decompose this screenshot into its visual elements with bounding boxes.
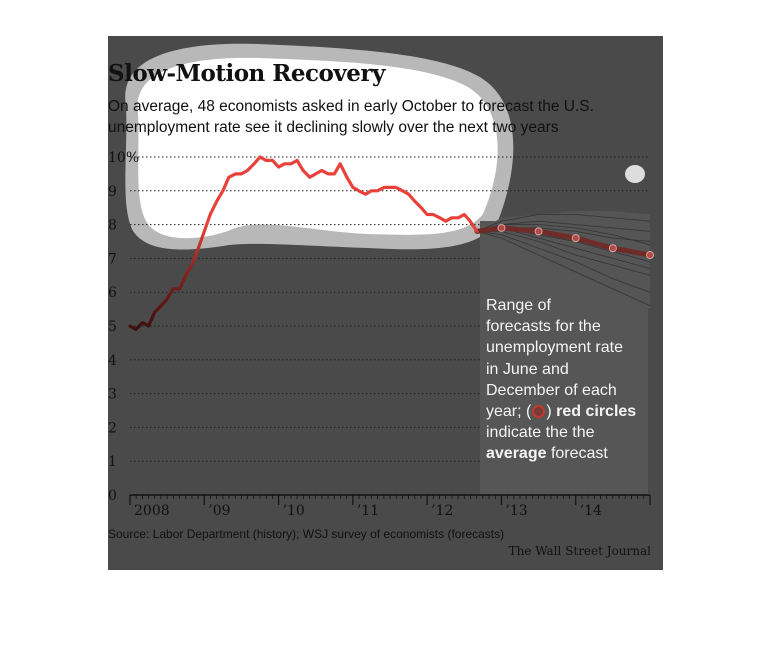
x-tick-label: ’09	[208, 503, 230, 519]
x-tick-label: ’10	[283, 503, 305, 519]
x-axis	[129, 494, 651, 505]
annotation-line: unemployment rate	[486, 339, 623, 357]
annotation-line: forecasts for the	[486, 318, 601, 336]
forecast-layer	[474, 211, 654, 310]
y-tick-label: 5	[108, 319, 117, 335]
y-tick-label: 2	[108, 420, 117, 436]
source-note: Source: Labor Department (history); WSJ …	[108, 527, 505, 541]
x-tick-label: 2008	[134, 503, 170, 519]
y-tick-label: 6	[108, 285, 117, 301]
average-forecast-point	[571, 234, 580, 243]
annotation-text: year;	[486, 403, 522, 421]
average-forecast-line	[474, 225, 653, 258]
history-layer	[128, 155, 479, 331]
y-tick-label: 8	[108, 218, 117, 234]
chart-title: Slow-Motion Recovery	[108, 60, 385, 87]
highlight-dot	[625, 165, 645, 183]
annotation-line: indicate the the	[486, 424, 595, 442]
red-circle-icon	[532, 405, 546, 419]
credit-line: The Wall Street Journal	[508, 544, 651, 558]
forecast-annotation: Range of forecasts for the unemployment …	[486, 295, 656, 465]
subtitle-line-2: unemployment rate see it declining slowl…	[108, 119, 559, 136]
forecast-line	[476, 214, 651, 232]
average-forecast-point	[534, 227, 543, 236]
chart-figure: 0 1 2 3 4 5 6 7 8 9 10% 2008 ’09 ’10 ’11 ’12 ’13 ’14 Slo…	[108, 36, 663, 570]
y-tick-label: 4	[108, 353, 117, 369]
annotation-line: average forecast	[486, 443, 656, 464]
annotation-line: in June and	[486, 360, 569, 378]
history-line	[128, 155, 479, 331]
chart-subtitle: On average, 48 economists asked in early…	[108, 96, 658, 138]
y-tick-label: 10%	[108, 150, 139, 166]
y-axis-ticks: 0 1 2 3 4 5 6 7 8 9 10%	[108, 150, 139, 504]
annotation-bold: red circles	[556, 403, 637, 421]
annotation-bold: average	[486, 445, 547, 463]
annotation-line: December of each	[486, 381, 617, 399]
forecast-range-band	[476, 211, 650, 310]
y-tick-label: 9	[108, 184, 117, 200]
chart-svg: 0 1 2 3 4 5 6 7 8 9 10% 2008 ’09 ’10 ’11 ’12 ’13 ’14	[108, 43, 654, 519]
x-tick-label: ’13	[505, 503, 527, 519]
annotation-line: year; () red circles	[486, 403, 637, 421]
forecast-line	[476, 230, 651, 307]
annotation-text: forecast	[550, 445, 608, 463]
x-tick-label: ’14	[580, 503, 602, 519]
x-tick-label: ’12	[431, 503, 453, 519]
forecast-line	[476, 230, 651, 293]
forecast-line	[476, 224, 651, 246]
y-tick-label: 1	[108, 454, 117, 470]
annotation-line: Range of	[486, 297, 551, 314]
y-tick-label: 0	[108, 488, 117, 504]
y-tick-label: 3	[108, 387, 117, 403]
forecast-line	[476, 230, 651, 276]
average-forecast-point	[497, 223, 506, 232]
x-axis-ticks: 2008 ’09 ’10 ’11 ’12 ’13 ’14	[134, 503, 602, 519]
subtitle-line-1: On average, 48 economists asked in early…	[108, 98, 594, 115]
average-forecast-point	[646, 251, 654, 260]
average-forecast-point	[608, 244, 617, 253]
x-tick-label: ’11	[357, 503, 379, 519]
y-tick-label: 7	[108, 251, 117, 267]
